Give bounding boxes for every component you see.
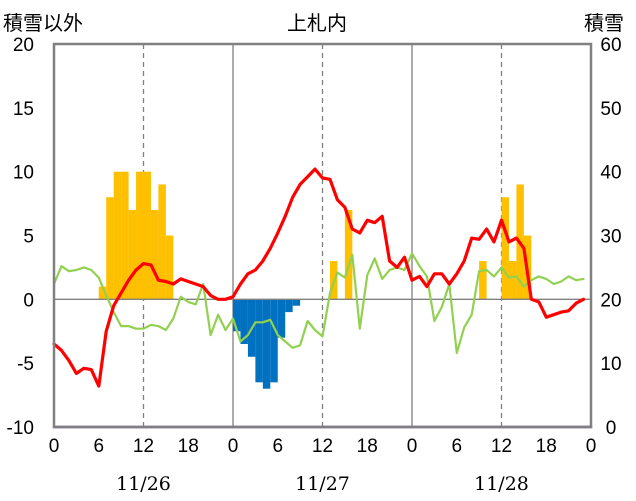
precip-bar (479, 261, 487, 300)
date-label: 11/26 (116, 473, 171, 495)
right-y-tick-label: 30 (600, 227, 621, 248)
x-tick-label: 0 (586, 436, 597, 457)
precip-bar (150, 209, 159, 300)
right-y-tick-label: 60 (600, 35, 621, 56)
x-tick-label: 6 (272, 436, 283, 457)
precip-bar (240, 299, 248, 345)
x-tick-label: 0 (407, 436, 418, 457)
precip-bar (121, 171, 129, 300)
x-tick-label: 12 (491, 436, 512, 457)
x-tick-label: 6 (93, 436, 104, 457)
precip-bar (113, 171, 122, 300)
precip-bar (136, 171, 144, 300)
precip-bar (143, 171, 151, 300)
left-y-tick-label: -10 (7, 418, 34, 439)
right-y-tick-label: 10 (600, 354, 621, 375)
x-tick-label: 12 (133, 436, 154, 457)
x-tick-label: 18 (357, 436, 378, 457)
precip-bar (508, 261, 517, 300)
precip-bar (255, 299, 263, 383)
precip-bar (165, 235, 174, 300)
x-tick-label: 0 (49, 436, 60, 457)
x-tick-label: 18 (536, 436, 557, 457)
precip-bar (106, 197, 114, 300)
chart-title: 上札内 (287, 13, 347, 35)
date-label: 11/27 (295, 473, 350, 495)
left-y-tick-label: 5 (23, 227, 34, 248)
precip-bar (262, 299, 271, 389)
plot-frame (52, 42, 593, 429)
right-y-tick-label: 40 (600, 163, 621, 184)
left-y-tick-label: 15 (13, 99, 34, 120)
left-y-tick-label: 10 (13, 163, 34, 184)
precip-bar (233, 299, 241, 332)
x-tick-label: 0 (228, 436, 239, 457)
red-series-line (52, 167, 586, 388)
precip-bar (158, 184, 166, 300)
x-tick-label: 12 (312, 436, 333, 457)
x-tick-label: 18 (178, 436, 199, 457)
precip-bar (98, 286, 107, 300)
precip-bar (344, 209, 353, 300)
precip-bar (292, 299, 301, 306)
left-axis-label: 積雪以外 (3, 13, 83, 35)
precip-bar (277, 299, 286, 338)
date-label: 11/28 (474, 473, 529, 495)
x-tick-label: 6 (451, 436, 462, 457)
precip-bar (270, 299, 278, 383)
precip-bar (285, 299, 293, 313)
precip-bar (501, 197, 509, 300)
green-series-line (52, 252, 585, 355)
right-y-tick-label: 0 (606, 418, 617, 439)
right-axis-label: 積雪 (584, 13, 624, 35)
precip-bar (128, 209, 137, 300)
right-y-tick-label: 20 (600, 290, 621, 311)
left-y-tick-label: 0 (23, 290, 34, 311)
right-y-tick-label: 50 (600, 99, 621, 120)
left-y-tick-label: -5 (17, 354, 34, 375)
left-y-tick-label: 20 (13, 35, 34, 56)
